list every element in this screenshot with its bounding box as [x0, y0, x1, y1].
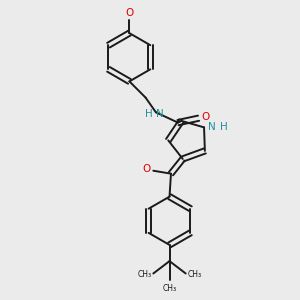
Text: O: O	[125, 8, 134, 18]
Text: CH₃: CH₃	[162, 284, 177, 293]
Text: H: H	[145, 109, 152, 119]
Text: CH₃: CH₃	[137, 271, 151, 280]
Text: CH₃: CH₃	[188, 271, 202, 280]
Text: O: O	[142, 164, 150, 174]
Text: N: N	[208, 122, 215, 132]
Text: O: O	[202, 112, 210, 122]
Text: N: N	[156, 109, 164, 119]
Text: H: H	[220, 122, 228, 132]
